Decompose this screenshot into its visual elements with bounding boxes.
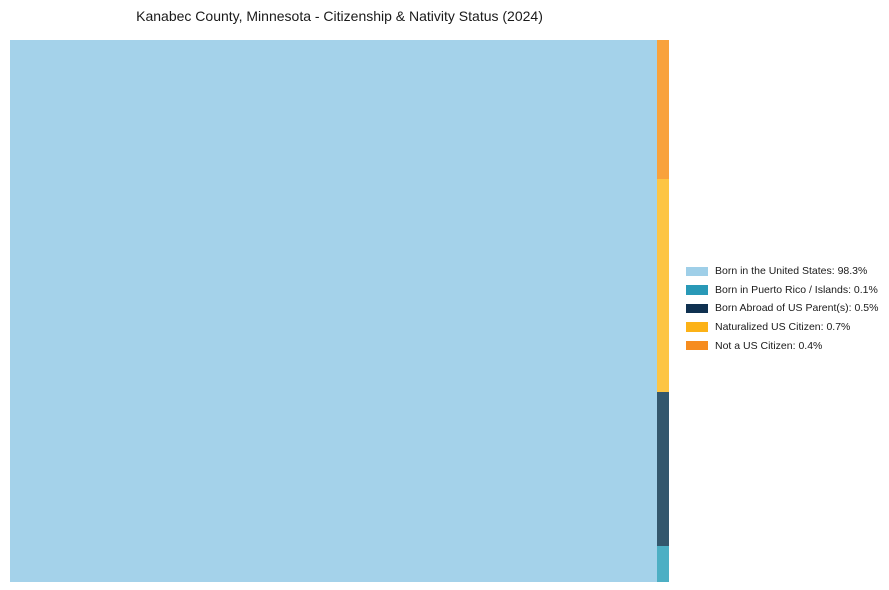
treemap-tile-not-a-us-citizen [657,40,669,180]
legend-swatch-naturalized-us-citizen [686,322,708,332]
legend-label-not-a-us-citizen: Not a US Citizen: 0.4% [715,339,823,352]
chart-title: Kanabec County, Minnesota - Citizenship … [136,8,543,24]
legend-swatch-born-in-us [686,266,708,277]
legend-item-naturalized-us-citizen: Naturalized US Citizen: 0.7% [686,318,878,337]
legend-label-born-in-us: Born in the United States: 98.3% [715,265,868,278]
legend-label-born-in-puerto-rico: Born in Puerto Rico / Islands: 0.1% [715,283,878,296]
legend-item-born-in-puerto-rico: Born in Puerto Rico / Islands: 0.1% [686,281,878,300]
legend-swatch-not-a-us-citizen [686,340,708,351]
treemap-tile-born-abroad-us-parents [657,392,669,546]
legend-swatch-born-abroad-us-parents [686,303,708,314]
treemap-tile-born-in-puerto-rico [657,545,669,582]
legend-item-born-abroad-us-parents: Born Abroad of US Parent(s): 0.5% [686,299,878,318]
treemap-tile-naturalized-us-citizen [657,179,669,393]
treemap-tile-born-in-us [10,40,657,582]
legend-item-not-a-us-citizen: Not a US Citizen: 0.4% [686,336,878,355]
treemap-strip [657,40,669,582]
legend-label-born-abroad-us-parents: Born Abroad of US Parent(s): 0.5% [715,302,879,315]
legend-item-born-in-us: Born in the United States: 98.3% [686,262,878,281]
legend: Born in the United States: 98.3% Born in … [686,262,878,355]
legend-label-naturalized-us-citizen: Naturalized US Citizen: 0.7% [715,321,851,334]
treemap-plot [10,40,669,582]
legend-swatch-born-in-puerto-rico [686,285,708,295]
